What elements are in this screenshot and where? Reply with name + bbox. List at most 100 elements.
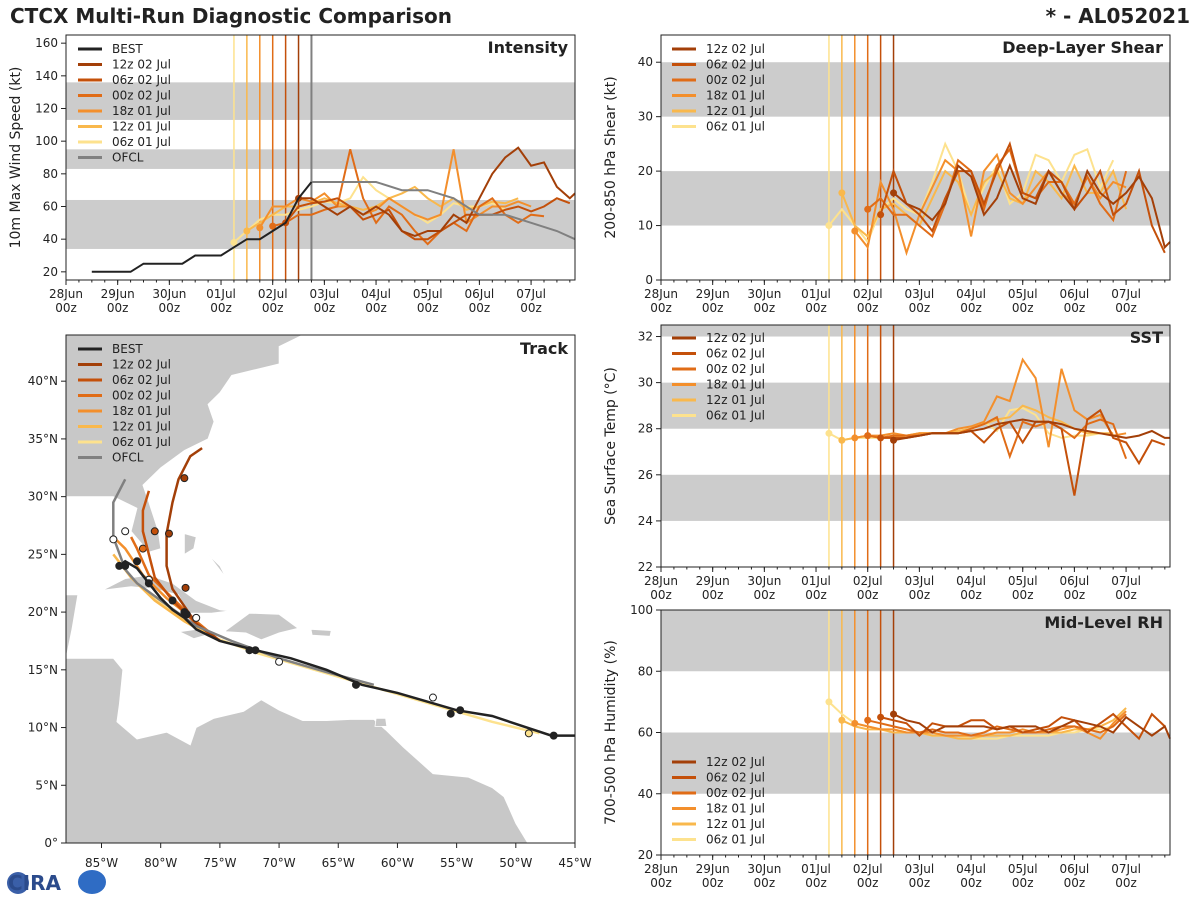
- series-line-12z-01-jul: [840, 163, 1128, 238]
- series-start-marker: [890, 710, 898, 718]
- shade-band: [661, 325, 1170, 337]
- x-tick-sublabel: 00z: [1064, 876, 1086, 890]
- shade-band: [661, 732, 1170, 794]
- panel-title: Track: [520, 339, 568, 358]
- y-axis-label: 700-500 hPa Humidity (%): [603, 640, 619, 825]
- series-start-marker: [256, 224, 264, 232]
- series-line-06z-02-jul: [879, 140, 1166, 254]
- x-tick-sublabel: 00z: [159, 301, 181, 315]
- x-tick-label: 04Jul: [956, 574, 986, 588]
- canada-land: [278, 335, 363, 336]
- track-position-marker: [150, 527, 159, 536]
- x-tick-label: 04Jul: [956, 862, 986, 876]
- legend-label: 06z 02 Jul: [706, 58, 765, 72]
- legend-label: 18z 01 Jul: [706, 378, 765, 392]
- series-start-marker: [890, 189, 898, 197]
- lat-tick-label: 10°N: [28, 721, 58, 735]
- x-tick-sublabel: 00z: [650, 301, 672, 315]
- shade-band: [66, 82, 575, 120]
- x-tick-sublabel: 00z: [469, 301, 491, 315]
- legend-label: 18z 01 Jul: [706, 89, 765, 103]
- y-tick-label: 120: [35, 102, 58, 116]
- trinidad-land: [374, 717, 388, 727]
- series-line-06z-02-jul: [284, 197, 571, 241]
- track-position-marker: [164, 529, 173, 538]
- sst-panel: 22242628303228Jun00z29Jun00z30Jun00z01Ju…: [603, 324, 1171, 602]
- legend-label: 12z 02 Jul: [112, 58, 171, 72]
- shade-band: [661, 474, 1170, 521]
- x-tick-label: 30Jun: [747, 574, 781, 588]
- x-tick-sublabel: 00z: [1012, 876, 1034, 890]
- series-start-marker: [838, 716, 846, 724]
- track-position-marker: [524, 729, 533, 738]
- series-start-marker: [864, 205, 872, 213]
- series-start-marker: [838, 436, 846, 444]
- x-tick-sublabel: 00z: [702, 588, 724, 602]
- series-start-marker: [230, 238, 238, 246]
- legend-label: 00z 02 Jul: [706, 786, 765, 800]
- lon-tick-label: 70°W: [262, 856, 295, 870]
- series-line-18z-01-jul: [854, 710, 1127, 740]
- y-axis-label: 10m Max Wind Speed (kt): [8, 67, 24, 249]
- track-position-marker: [138, 544, 147, 553]
- x-tick-label: 30Jun: [747, 862, 781, 876]
- x-tick-sublabel: 00z: [909, 301, 931, 315]
- series-line-00z-02-jul: [867, 415, 1128, 460]
- y-tick-label: 0: [645, 273, 653, 287]
- logo-text: CIRA: [8, 871, 62, 895]
- legend-label: 00z 02 Jul: [112, 389, 171, 403]
- series-start-marker: [864, 432, 872, 440]
- x-tick-sublabel: 00z: [857, 588, 879, 602]
- x-tick-sublabel: 00z: [365, 301, 387, 315]
- lon-tick-label: 75°W: [203, 856, 236, 870]
- y-tick-label: 30: [638, 110, 653, 124]
- x-tick-sublabel: 00z: [754, 588, 776, 602]
- shear-panel: 01020304028Jun00z29Jun00z30Jun00z01Jul00…: [603, 34, 1171, 315]
- y-tick-label: 80: [43, 167, 58, 181]
- y-tick-label: 30: [638, 376, 653, 390]
- lat-tick-label: 35°N: [28, 432, 58, 446]
- x-tick-sublabel: 00z: [702, 301, 724, 315]
- track-position-marker: [275, 657, 284, 666]
- x-tick-sublabel: 00z: [857, 301, 879, 315]
- y-tick-label: 80: [638, 664, 653, 678]
- x-tick-label: 29Jun: [696, 574, 730, 588]
- legend-label: 12z 01 Jul: [706, 817, 765, 831]
- track-position-marker: [168, 596, 177, 605]
- x-tick-label: 29Jun: [696, 287, 730, 301]
- legend-label: 06z 02 Jul: [112, 373, 171, 387]
- x-tick-label: 28Jun: [644, 287, 678, 301]
- series-start-marker: [825, 698, 833, 706]
- legend-label: 06z 01 Jul: [706, 833, 765, 847]
- lon-tick-label: 65°W: [322, 856, 355, 870]
- track-position-marker: [144, 579, 153, 588]
- x-tick-sublabel: 00z: [55, 301, 77, 315]
- series-start-marker: [877, 434, 885, 442]
- y-tick-label: 10: [638, 219, 653, 233]
- series-start-marker: [864, 716, 872, 724]
- x-tick-label: 07Jul: [1111, 862, 1141, 876]
- x-tick-sublabel: 00z: [314, 301, 336, 315]
- x-tick-sublabel: 00z: [1115, 588, 1137, 602]
- intensity-panel: 2040608010012014016028Jun00z29Jun00z30Ju…: [8, 34, 576, 315]
- plot-frame: [660, 324, 1171, 568]
- y-tick-label: 100: [630, 603, 653, 617]
- x-tick-sublabel: 00z: [650, 588, 672, 602]
- lon-tick-label: 45°W: [558, 856, 591, 870]
- x-tick-sublabel: 00z: [754, 876, 776, 890]
- bahamas-land-2: [207, 554, 227, 578]
- track-position-marker: [192, 613, 201, 622]
- legend-label: 06z 02 Jul: [112, 73, 171, 87]
- plot-frame: [65, 34, 576, 281]
- x-tick-label: 29Jun: [101, 287, 135, 301]
- logo-globe-icon: [7, 872, 29, 894]
- y-tick-label: 28: [638, 422, 653, 436]
- y-tick-label: 40: [638, 787, 653, 801]
- series-start-marker: [269, 222, 277, 230]
- lon-tick-label: 80°W: [144, 856, 177, 870]
- track-position-marker: [133, 557, 142, 566]
- legend-label: 06z 02 Jul: [706, 347, 765, 361]
- track-position-marker: [456, 706, 465, 715]
- cira-logo: CIRA: [7, 870, 106, 895]
- x-tick-sublabel: 00z: [754, 301, 776, 315]
